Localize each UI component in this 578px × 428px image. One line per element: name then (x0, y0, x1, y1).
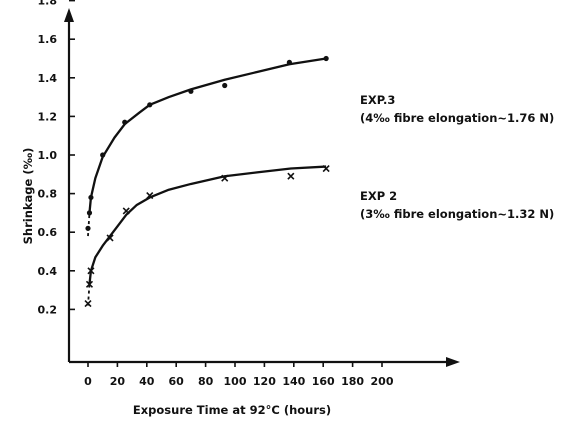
point-exp3-0 (85, 225, 91, 231)
y-axis: 0.2 0.4 0.6 0.8 1.0 1.2 1.4 1.6 1.8 Shrinkage (‰… (21, 0, 75, 362)
y-ticks: 0.2 0.4 0.6 0.8 1.0 1.2 1.4 1.6 1.8 (38, 0, 75, 316)
point-exp2-1 (85, 280, 94, 288)
point-exp2-6-b (221, 174, 229, 182)
y-tick-label-0.2: 0.2 (38, 303, 58, 316)
y-axis-arrow (64, 8, 74, 22)
y-tick-label-1.2: 1.2 (38, 110, 58, 123)
point-exp3-4 (122, 119, 128, 125)
point-exp3-6 (188, 88, 194, 94)
y-axis-label: Shrinkage (‰) (21, 148, 35, 245)
x-tick-label-160: 160 (312, 375, 335, 388)
point-exp2-3-b (106, 234, 114, 242)
point-exp2-1-b (85, 280, 94, 288)
point-exp2-5-b (146, 191, 154, 200)
x-axis: 0 20 40 60 80 100 120 140 160 180 200 Exposure Tim… (69, 357, 460, 417)
point-exp3-2 (88, 194, 94, 201)
x-tick-label-140: 140 (282, 375, 305, 388)
point-exp2-7 (287, 172, 295, 180)
point-exp2-3 (106, 234, 114, 242)
x-tick-label-20: 20 (110, 375, 126, 388)
series-label-exp2: EXP 2 (360, 189, 397, 203)
x-tick-label-0: 0 (84, 375, 92, 388)
x-tick-label-60: 60 (169, 375, 185, 388)
point-exp3-8 (286, 59, 292, 65)
plot-area (84, 55, 330, 308)
point-exp2-0 (84, 300, 92, 308)
point-exp2-8 (322, 164, 330, 173)
point-exp2-0-b (84, 300, 92, 308)
y-tick-label-0.6: 0.6 (38, 226, 58, 239)
y-tick-label-1.4: 1.4 (38, 72, 58, 85)
point-exp2-4 (122, 207, 130, 215)
point-exp3-7 (222, 82, 228, 89)
y-tick-label-1.8: 1.8 (38, 0, 58, 8)
point-exp2-4-b (122, 207, 130, 215)
x-tick-label-180: 180 (341, 375, 364, 388)
x-tick-label-40: 40 (139, 375, 155, 388)
point-exp3-3 (100, 152, 106, 158)
point-exp3-9 (323, 55, 329, 62)
series-note-exp3: (4‰ fibre elongation~1.76 N) (360, 111, 554, 125)
curve-exp3 (88, 57, 327, 214)
x-axis-label: Exposure Time at 92°C (hours) (133, 403, 331, 417)
point-exp2-2-b (87, 267, 95, 275)
curve-exp2 (88, 165, 327, 285)
x-tick-label-100: 100 (224, 375, 247, 388)
series-label-exp3: EXP.3 (360, 93, 395, 107)
point-exp2-6 (221, 174, 229, 182)
y-tick-label-1.6: 1.6 (38, 33, 58, 46)
x-tick-label-120: 120 (253, 375, 276, 388)
point-exp3-5 (147, 102, 153, 108)
point-exp2-7-b (287, 172, 295, 180)
curve-dashed-exp3 (87, 212, 91, 237)
x-tick-label-200: 200 (371, 375, 394, 388)
point-exp2-8-b (322, 164, 330, 173)
series-note-exp2: (3‰ fibre elongation~1.32 N) (360, 207, 554, 221)
y-tick-label-1.0: 1.0 (38, 149, 58, 162)
x-tick-label-80: 80 (198, 375, 214, 388)
x-ticks: 0 20 40 60 80 100 120 140 160 180 200 (84, 362, 394, 388)
y-tick-label-0.8: 0.8 (38, 188, 58, 201)
point-exp2-5 (146, 191, 154, 200)
y-tick-label-0.4: 0.4 (38, 265, 58, 278)
point-exp2-2 (87, 267, 95, 275)
point-exp3-1 (86, 210, 93, 216)
x-axis-arrow (446, 357, 460, 367)
